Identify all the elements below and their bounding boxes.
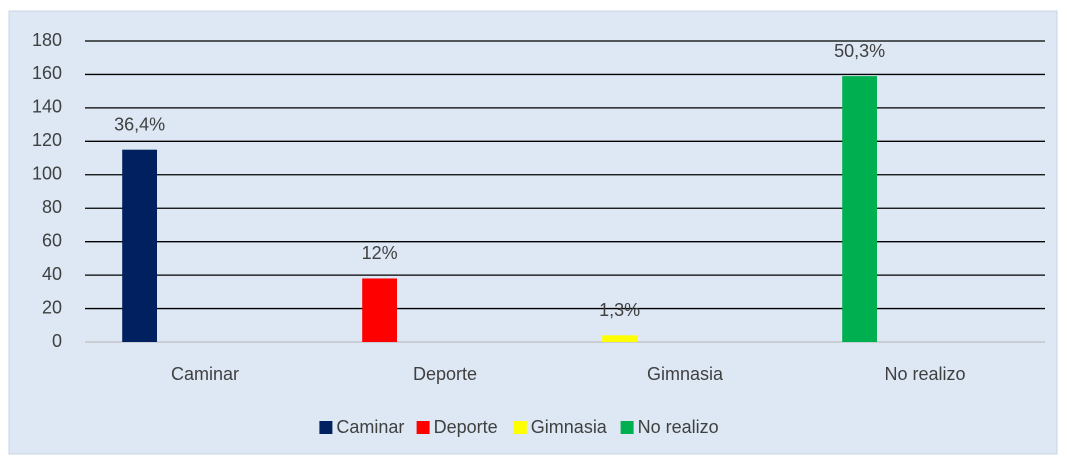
bar [842,76,877,342]
y-tick-label: 100 [32,164,62,184]
value-label: 12% [362,243,398,263]
x-tick-label: Deporte [413,364,477,384]
value-label: 36,4% [114,114,165,134]
legend-swatch [416,421,430,434]
y-tick-label: 80 [42,197,62,217]
legend-swatch [513,421,527,434]
legend-swatch [319,421,333,434]
x-tick-label: Gimnasia [647,364,724,384]
legend-label: Gimnasia [531,417,608,437]
legend-label: Deporte [434,417,498,437]
y-tick-label: 0 [52,331,62,351]
x-tick-label: No realizo [884,364,965,384]
y-tick-label: 140 [32,97,62,117]
chart-background [8,10,1058,455]
bar [602,335,637,342]
y-tick-label: 180 [32,30,62,50]
value-label: 50,3% [834,41,885,61]
value-label: 1,3% [599,300,640,320]
y-tick-label: 20 [42,297,62,317]
bar [122,149,157,342]
legend-label: No realizo [638,417,719,437]
y-tick-label: 40 [42,264,62,284]
y-tick-label: 160 [32,63,62,83]
y-tick-label: 60 [42,230,62,250]
legend-label: Caminar [336,417,404,437]
legend-swatch [620,421,634,434]
bar [362,278,397,342]
x-tick-label: Caminar [171,364,239,384]
y-tick-label: 120 [32,130,62,150]
